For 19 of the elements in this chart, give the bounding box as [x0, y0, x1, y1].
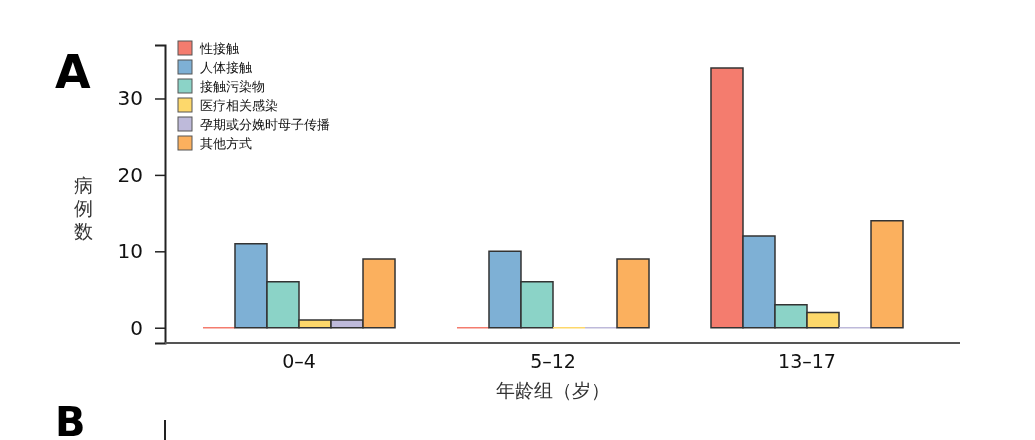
text: B: [55, 399, 86, 440]
y-axis-title: 病例数: [73, 174, 93, 242]
legend-label: 性接触: [199, 41, 239, 56]
legend-label: 医疗相关感染: [200, 98, 278, 113]
bar: [616, 258, 650, 329]
bar: [870, 219, 904, 329]
y-tick-label: 10: [117, 239, 143, 264]
y-tick-label: 20: [117, 162, 143, 187]
y-tick-label: 0: [130, 315, 143, 340]
x-tick-label: 13–17: [778, 350, 836, 373]
y-tick-label: 30: [117, 86, 143, 111]
legend-label: 人体接触: [200, 60, 252, 75]
legend-label: 孕期或分娩时母子传播: [200, 117, 330, 132]
x-axis-title: 年龄组（岁）: [495, 379, 610, 401]
legend-label: 接触污染物: [200, 79, 265, 94]
legend-label: 其他方式: [200, 136, 252, 151]
x-tick-label: 5–12: [530, 350, 576, 373]
x-tick-label: 0–4: [282, 350, 316, 373]
chart-title: A: [55, 45, 91, 99]
